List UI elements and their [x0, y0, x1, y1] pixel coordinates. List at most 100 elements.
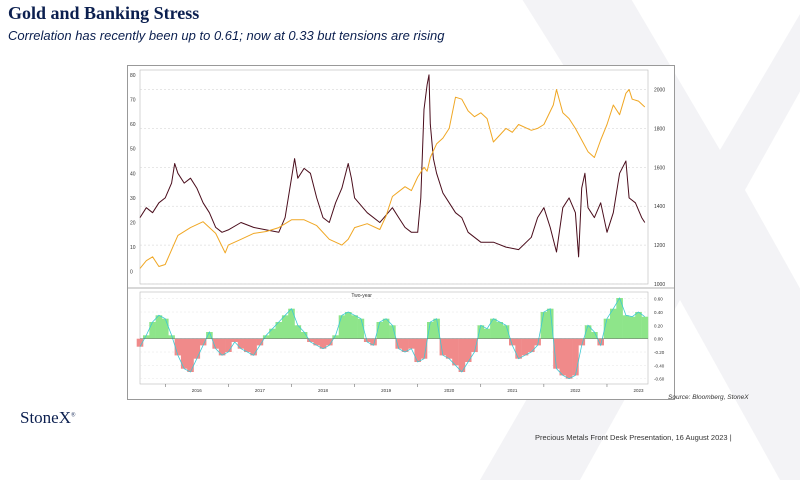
correlation-bar	[288, 308, 295, 339]
logo-registered-mark: ®	[71, 412, 76, 419]
vix-gold-panel: 1000 1200 1400 1600 1800 2000 0 10 20 30 40 50 60 70 8…	[130, 69, 665, 288]
left-axis-tick-label: 40	[130, 171, 136, 177]
correlation-bar	[509, 338, 516, 346]
correlation-bar	[433, 318, 440, 339]
x-axis-tick-label: 2022	[570, 388, 581, 393]
correlation-bar	[193, 338, 201, 359]
company-logo: StoneX®	[20, 408, 76, 428]
x-axis-tick-label: 2019	[381, 388, 392, 393]
correlation-bar	[490, 318, 497, 339]
correlation-bar	[471, 338, 478, 352]
correlation-bar	[502, 325, 510, 339]
correlation-panel: 0.60 0.40 0.20 0.00 -0.20 -0.40 -0.60 Two-year 2…	[128, 287, 674, 393]
correlation-bar	[401, 338, 409, 352]
correlation-bar	[332, 335, 339, 339]
top-plot-area	[139, 69, 649, 285]
correlation-bar	[445, 338, 453, 359]
bottom-axis-tick-label: 0.60	[654, 297, 663, 302]
correlation-bar	[307, 338, 314, 342]
x-axis-tick-label: 2021	[507, 388, 518, 393]
correlation-bar	[584, 325, 592, 339]
correlation-bar	[382, 318, 390, 339]
correlation-bar	[351, 315, 358, 339]
correlation-bar	[635, 312, 642, 339]
correlation-bar	[414, 338, 421, 362]
correlation-bar	[275, 322, 283, 339]
correlation-bar	[180, 338, 188, 369]
right-axis-tick-label: 1000	[654, 282, 665, 288]
correlation-bar	[534, 338, 541, 346]
chart-canvas: 1000 1200 1400 1600 1800 2000 0 10 20 30 40 50 60 70 8…	[128, 69, 674, 393]
correlation-bar	[572, 338, 579, 376]
correlation-bar	[136, 338, 144, 347]
correlation-bar	[597, 338, 604, 346]
correlation-bar	[408, 338, 415, 349]
correlation-bar	[559, 338, 567, 376]
left-axis-tick-label: 20	[130, 221, 136, 227]
bottom-axis-tick-label: -0.40	[654, 363, 665, 368]
left-axis-tick-label: 60	[130, 122, 136, 128]
bottom-axis-tick-label: 0.20	[654, 323, 663, 328]
logo-text: StoneX	[20, 408, 71, 427]
correlation-bar	[578, 338, 586, 346]
correlation-bar	[269, 328, 276, 339]
correlation-bar	[363, 338, 371, 342]
left-axis-tick-label: 10	[130, 245, 136, 251]
left-axis-tick-label: 50	[130, 147, 136, 153]
correlation-bar	[610, 308, 617, 339]
correlation-bar	[477, 325, 485, 339]
slide-title: Gold and Banking Stress	[8, 3, 200, 23]
footer-text: Precious Metals Front Desk Presentation,…	[535, 433, 732, 442]
correlation-bar	[206, 332, 213, 339]
x-axis-tick-label: 2018	[318, 388, 329, 393]
correlation-line	[139, 297, 646, 380]
correlation-bar	[143, 335, 150, 339]
correlation-bar	[521, 338, 529, 356]
correlation-bar	[319, 338, 327, 349]
bottom-axis-tick-label: -0.60	[654, 377, 665, 382]
correlation-bar	[212, 338, 219, 349]
bottom-axis-tick-label: 0.00	[654, 337, 663, 342]
bottom-axis-tick-label: -0.20	[654, 350, 665, 355]
right-axis-tick-label: 1800	[654, 126, 665, 132]
correlation-bar	[452, 338, 459, 366]
correlation-bar	[483, 328, 491, 339]
correlation-bar	[174, 338, 182, 356]
correlation-bar	[628, 316, 636, 339]
bottom-axis-tick-label: 0.40	[654, 310, 663, 315]
correlation-bar	[199, 338, 207, 346]
x-axis-tick-label: 2016	[192, 388, 203, 393]
correlation-bar	[326, 338, 333, 346]
bottom-panel-title: Two-year	[351, 293, 372, 299]
correlation-bar	[427, 322, 434, 339]
correlation-bar	[244, 338, 251, 352]
correlation-bar	[338, 315, 346, 339]
correlation-bar	[225, 338, 232, 352]
correlation-bar	[641, 316, 649, 339]
correlation-bar	[439, 338, 447, 356]
left-axis-tick-label: 0	[130, 270, 133, 276]
correlation-bar	[168, 335, 175, 339]
correlation-bar	[262, 335, 270, 339]
correlation-bar	[553, 338, 560, 369]
correlation-bar	[458, 338, 466, 372]
correlation-bar	[370, 338, 377, 346]
correlation-bar	[528, 338, 535, 352]
left-axis-tick-label: 70	[130, 98, 136, 104]
correlation-bar	[218, 338, 226, 356]
correlation-bar	[603, 318, 611, 339]
source-note: Source: Bloomberg, StoneX	[668, 394, 749, 401]
correlation-bar	[256, 338, 264, 346]
correlation-bar	[237, 338, 245, 349]
correlation-bar	[345, 312, 352, 339]
correlation-bar	[155, 315, 163, 339]
chart-frame: 1000 1200 1400 1600 1800 2000 0 10 20 30 40 50 60 70 8…	[127, 65, 675, 400]
right-axis-tick-label: 1600	[654, 165, 665, 171]
correlation-bar	[313, 338, 320, 346]
right-axis-tick-label: 1400	[654, 204, 665, 210]
correlation-bar	[546, 308, 554, 339]
correlation-bar	[231, 338, 238, 342]
correlation-bar	[395, 338, 402, 349]
correlation-bar	[420, 338, 428, 359]
correlation-bar	[149, 322, 156, 339]
